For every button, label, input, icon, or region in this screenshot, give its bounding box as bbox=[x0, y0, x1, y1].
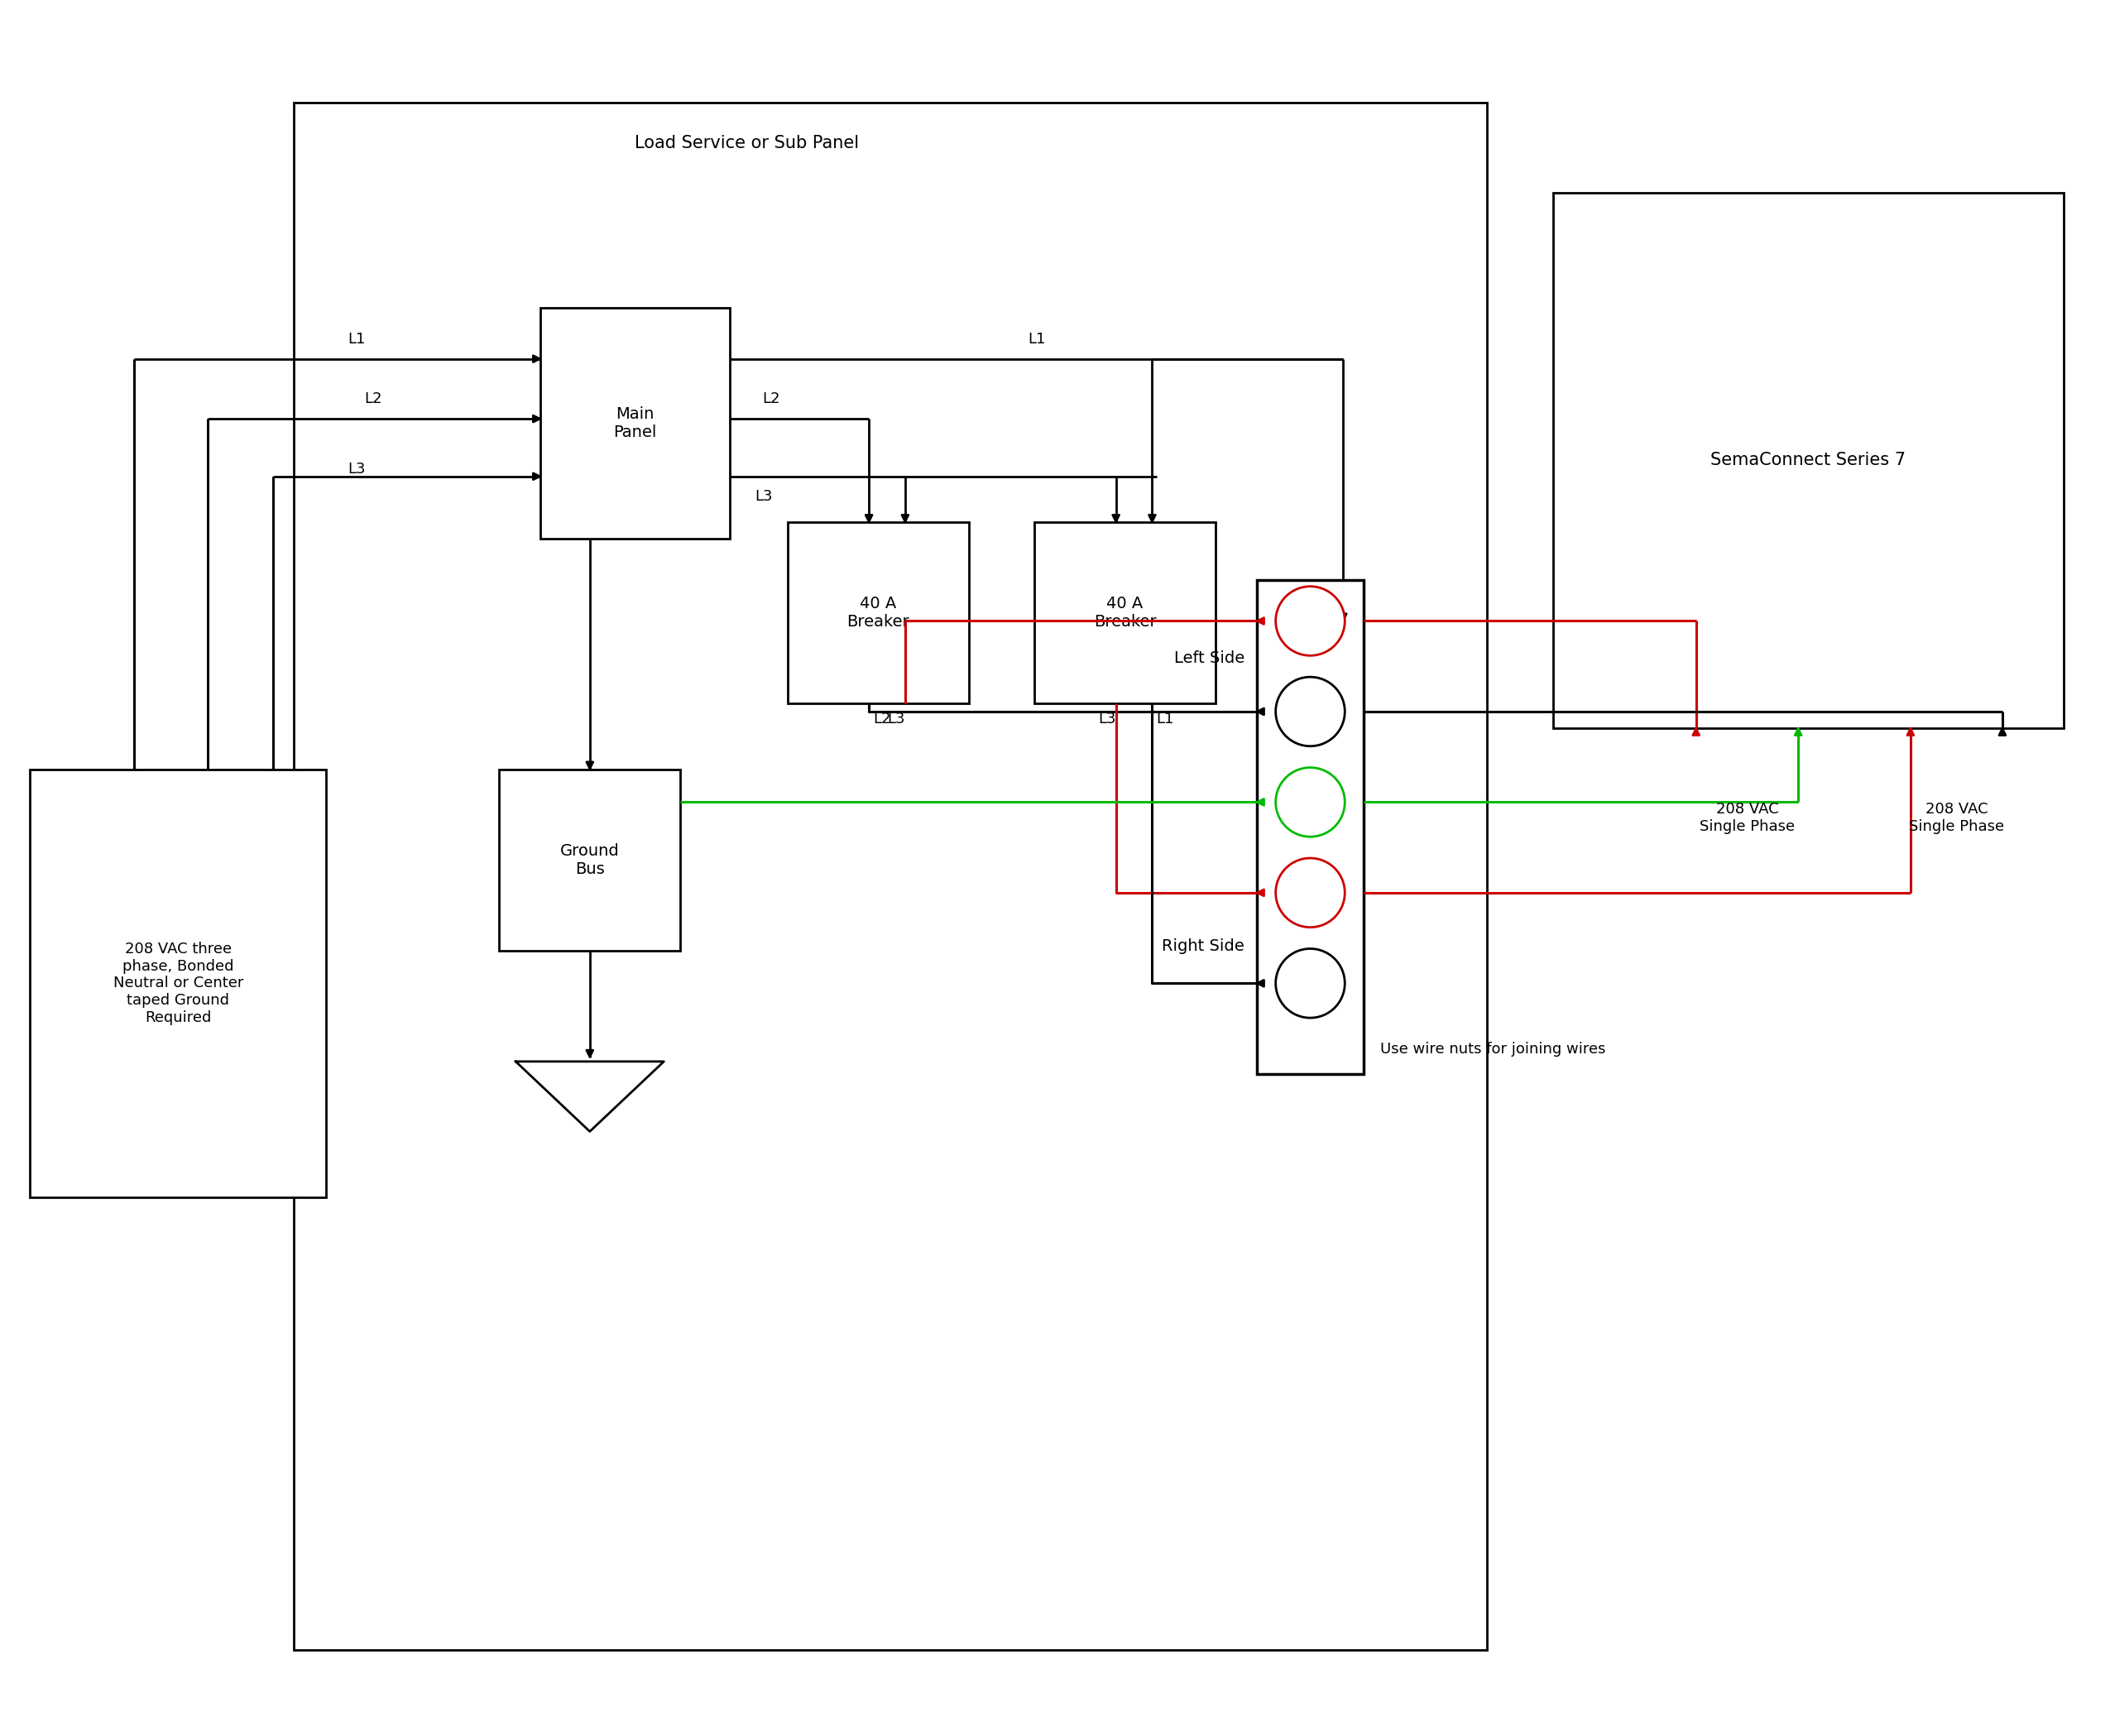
Bar bbox=[500, 769, 679, 950]
Circle shape bbox=[1277, 767, 1344, 837]
Text: Use wire nuts for joining wires: Use wire nuts for joining wires bbox=[1380, 1042, 1606, 1057]
Text: L3: L3 bbox=[1097, 712, 1116, 726]
Bar bbox=[1553, 193, 2064, 727]
Text: Main
Panel: Main Panel bbox=[614, 406, 656, 441]
Text: L2: L2 bbox=[762, 392, 781, 406]
Circle shape bbox=[1277, 858, 1344, 927]
Bar bbox=[293, 102, 1488, 1651]
Text: L3: L3 bbox=[888, 712, 905, 726]
Text: 40 A
Breaker: 40 A Breaker bbox=[1093, 595, 1156, 630]
Text: L1: L1 bbox=[1156, 712, 1173, 726]
Text: Load Service or Sub Panel: Load Service or Sub Panel bbox=[635, 135, 859, 151]
Text: L2: L2 bbox=[365, 392, 382, 406]
Text: 208 VAC
Single Phase: 208 VAC Single Phase bbox=[1699, 802, 1796, 835]
Circle shape bbox=[1277, 948, 1344, 1017]
Bar bbox=[1258, 580, 1363, 1075]
Text: L2: L2 bbox=[874, 712, 890, 726]
Circle shape bbox=[1277, 587, 1344, 656]
Bar bbox=[30, 769, 327, 1198]
Bar bbox=[540, 307, 730, 538]
Text: Ground
Bus: Ground Bus bbox=[559, 842, 620, 877]
Text: L1: L1 bbox=[348, 332, 365, 347]
Text: SemaConnect Series 7: SemaConnect Series 7 bbox=[1711, 451, 1905, 469]
Bar bbox=[1034, 523, 1215, 703]
Text: L3: L3 bbox=[348, 462, 365, 476]
Text: 208 VAC
Single Phase: 208 VAC Single Phase bbox=[1910, 802, 2004, 835]
Text: Left Side: Left Side bbox=[1173, 651, 1245, 667]
Circle shape bbox=[1277, 677, 1344, 746]
Bar bbox=[787, 523, 968, 703]
Text: L1: L1 bbox=[1028, 332, 1044, 347]
Text: 208 VAC three
phase, Bonded
Neutral or Center
taped Ground
Required: 208 VAC three phase, Bonded Neutral or C… bbox=[114, 941, 243, 1026]
Text: Right Side: Right Side bbox=[1163, 939, 1245, 955]
Text: L3: L3 bbox=[755, 490, 772, 503]
Text: 40 A
Breaker: 40 A Breaker bbox=[846, 595, 909, 630]
